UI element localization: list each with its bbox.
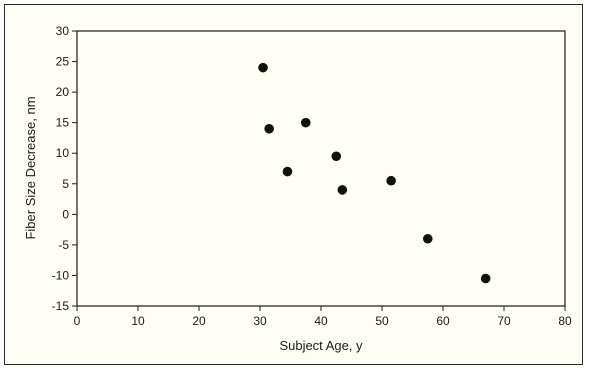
y-tick-label: -5: [58, 238, 69, 252]
x-tick-label: 0: [74, 314, 81, 328]
x-axis-title: Subject Age, y: [279, 338, 363, 353]
y-tick-label: -15: [52, 299, 70, 313]
y-tick-label: 20: [56, 85, 70, 99]
data-point: [331, 151, 342, 162]
data-point: [422, 233, 433, 244]
x-tick-label: 50: [375, 314, 389, 328]
x-tick-label: 40: [314, 314, 328, 328]
x-axis-ticks: 0 10 20 30 40 50 60 70 80: [74, 306, 572, 328]
y-tick-label: 0: [62, 207, 69, 221]
y-tick-label: -10: [52, 268, 70, 282]
y-axis-ticks: -15 -10 -5 0 5 10 15 20 25 30: [52, 24, 77, 313]
y-tick-label: 30: [56, 24, 70, 38]
y-tick-label: 25: [56, 55, 70, 69]
data-point: [480, 273, 491, 284]
y-axis-title: Fiber Size Decrease, nm: [23, 96, 38, 239]
x-tick-label: 80: [558, 314, 572, 328]
x-tick-label: 70: [497, 314, 511, 328]
x-tick-label: 10: [131, 314, 145, 328]
x-tick-label: 30: [253, 314, 267, 328]
data-point: [258, 62, 268, 73]
x-tick-label: 60: [436, 314, 450, 328]
x-tick-label: 20: [192, 314, 206, 328]
data-point: [337, 185, 348, 195]
y-tick-label: 5: [62, 177, 69, 191]
data-point: [386, 175, 396, 186]
data-point: [300, 117, 311, 128]
y-tick-label: 10: [56, 146, 70, 160]
data-point: [282, 166, 293, 177]
plot-area: [76, 30, 566, 307]
y-tick-label: 15: [56, 116, 70, 130]
data-point: [264, 123, 274, 134]
data-points: [258, 62, 491, 284]
